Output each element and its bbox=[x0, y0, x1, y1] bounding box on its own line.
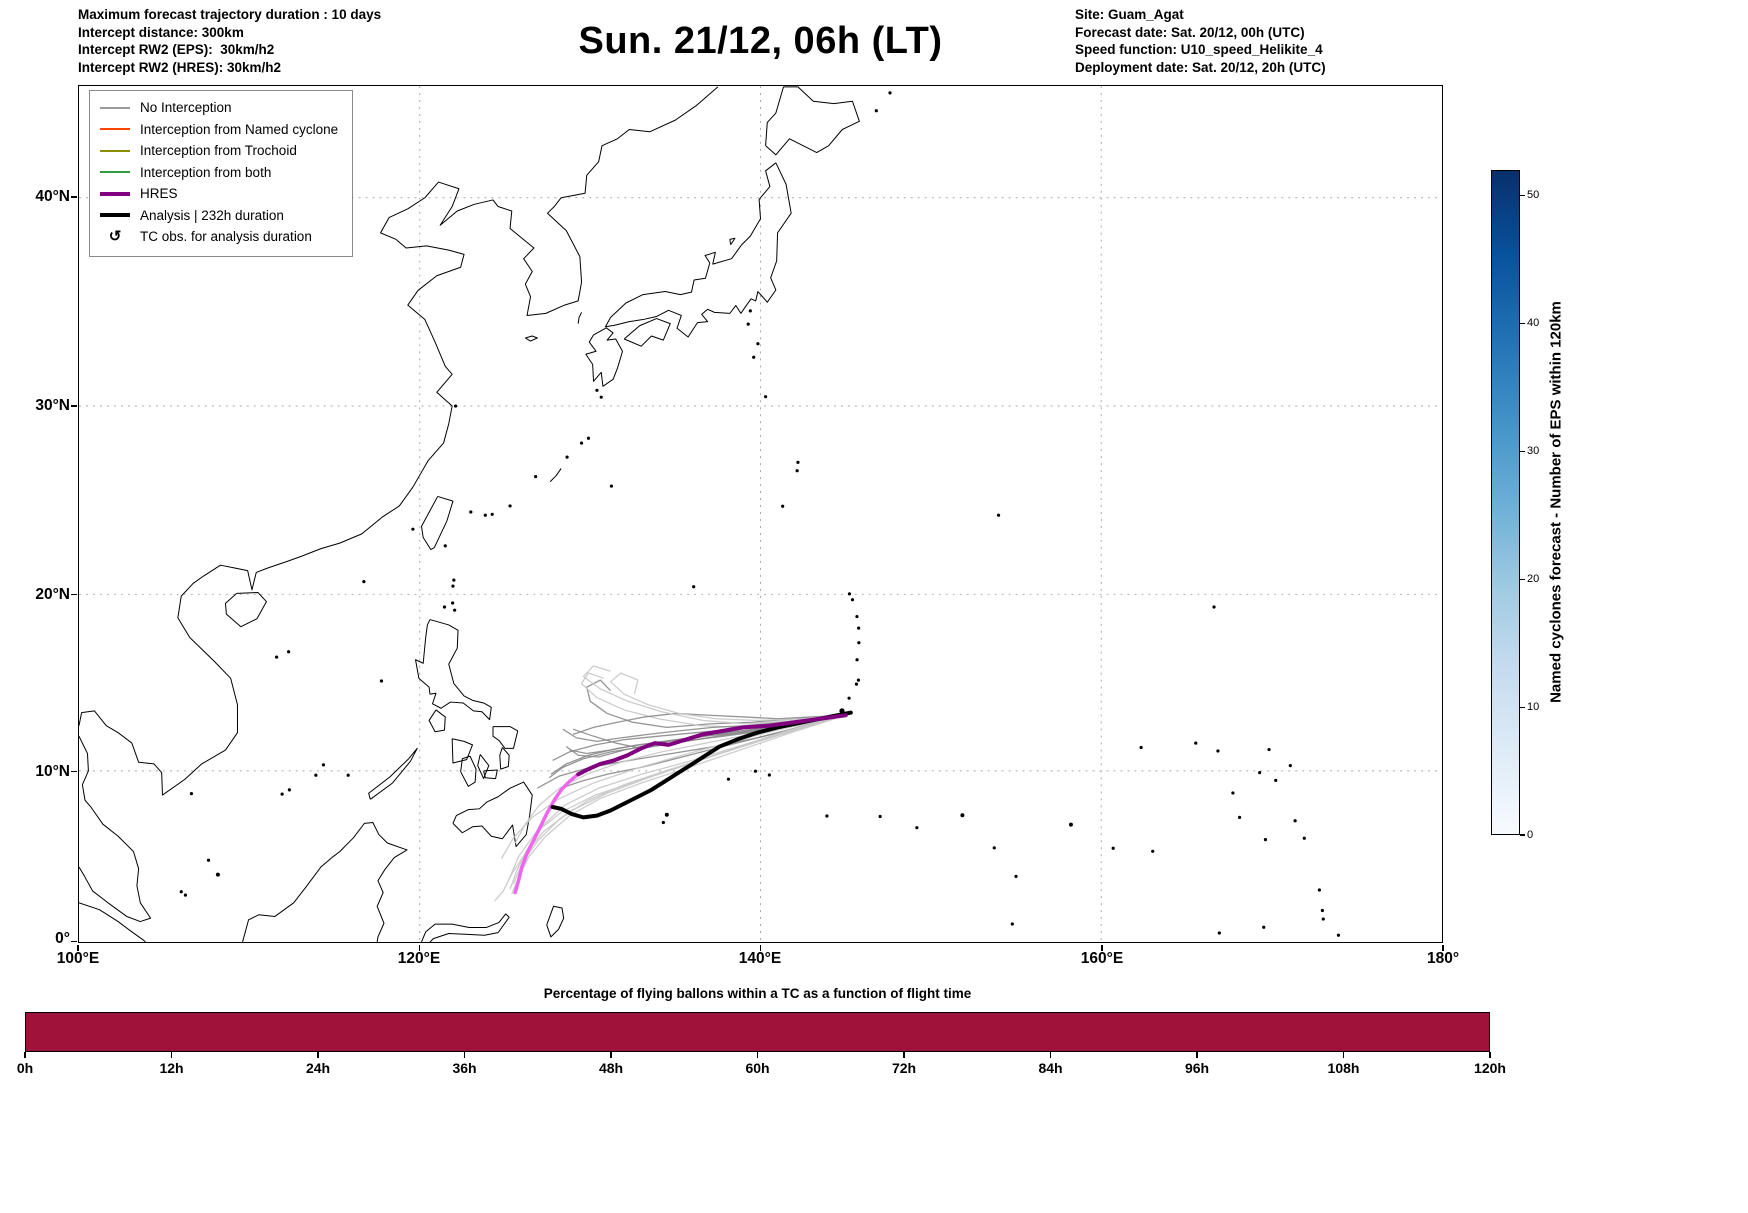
legend-label: Analysis | 232h duration bbox=[140, 207, 284, 223]
legend-label: No Interception bbox=[140, 100, 232, 116]
colorbar-tick bbox=[1520, 194, 1525, 197]
legend-label: Interception from Named cyclone bbox=[140, 121, 339, 137]
colorbar-tick bbox=[1520, 834, 1525, 836]
x-axis-label-160e: 160°E bbox=[1080, 950, 1124, 967]
colorbar-tick bbox=[1520, 322, 1525, 325]
y-axis-tick bbox=[71, 593, 77, 596]
colorbar-tick-label: 40 bbox=[1527, 316, 1540, 329]
colorbar-tick bbox=[1520, 706, 1525, 708]
flight-time-tick bbox=[610, 1052, 612, 1058]
legend-label: TC obs. for analysis duration bbox=[140, 229, 312, 245]
legend-interception-trochoid: Interception from Trochoid bbox=[100, 140, 338, 162]
y-axis-label-20n: 20°N bbox=[35, 586, 70, 603]
colorbar bbox=[1491, 170, 1520, 835]
flight-time-tick bbox=[1049, 1052, 1052, 1058]
y-axis-label-10n: 10°N bbox=[35, 763, 70, 780]
trajectory-map: No Interception Interception from Named … bbox=[78, 85, 1443, 943]
y-axis-tick bbox=[71, 770, 77, 773]
flight-time-tick-label: 108h bbox=[1327, 1060, 1360, 1076]
y-axis-label-40n: 40°N bbox=[35, 188, 70, 205]
legend-no-interception: No Interception bbox=[100, 97, 338, 119]
flight-time-tick-label: 24h bbox=[305, 1060, 331, 1076]
flight-time-tick bbox=[317, 1052, 319, 1058]
trochoid-line-swatch bbox=[100, 149, 130, 152]
flight-time-tick bbox=[170, 1052, 173, 1058]
colorbar-tick-label: 20 bbox=[1527, 572, 1540, 585]
intercept-rw2-hres-text: Intercept RW2 (HRES): 30km/h2 bbox=[78, 59, 282, 75]
y-axis-tick bbox=[71, 405, 77, 407]
named-cyclone-line-swatch bbox=[100, 128, 130, 131]
flight-time-tick bbox=[1489, 1052, 1491, 1058]
flight-time-tick bbox=[24, 1052, 26, 1058]
x-axis-tick bbox=[77, 944, 79, 951]
flight-time-tick bbox=[903, 1052, 905, 1058]
run-config-block: Maximum forecast trajectory duration : 1… bbox=[78, 6, 381, 76]
y-axis-label-0: 0° bbox=[55, 930, 70, 947]
legend-analysis: Analysis | 232h duration bbox=[100, 205, 338, 227]
x-axis-label-100e: 100°E bbox=[56, 950, 100, 967]
page-title: Sun. 21/12, 06h (LT) bbox=[578, 20, 943, 62]
max-duration-text: Maximum forecast trajectory duration : 1… bbox=[78, 7, 382, 22]
colorbar-tick-label: 50 bbox=[1527, 189, 1540, 202]
intercept-distance-text: Intercept distance: 300km bbox=[78, 24, 244, 40]
colorbar-tick-label: 0 bbox=[1527, 828, 1534, 841]
forecast-date-text: Forecast date: Sat. 20/12, 00h (UTC) bbox=[1075, 24, 1305, 40]
flight-time-tick bbox=[756, 1052, 759, 1058]
speed-function-text: Speed function: U10_speed_Helikite_4 bbox=[1075, 42, 1323, 57]
legend-hres: HRES bbox=[100, 183, 338, 205]
tc-obs-icon: ↺ bbox=[108, 227, 122, 245]
both-line-swatch bbox=[100, 171, 130, 174]
map-legend: No Interception Interception from Named … bbox=[89, 90, 354, 257]
flight-time-tick bbox=[1196, 1052, 1198, 1058]
legend-label: Interception from Trochoid bbox=[140, 143, 297, 159]
legend-label: Interception from both bbox=[140, 164, 272, 180]
analysis-line-swatch bbox=[100, 213, 130, 218]
colorbar-gradient bbox=[1492, 171, 1519, 834]
flight-time-tick-label: 96h bbox=[1184, 1060, 1210, 1076]
deployment-date-text: Deployment date: Sat. 20/12, 20h (UTC) bbox=[1075, 59, 1326, 75]
flight-time-strip bbox=[25, 1012, 1490, 1052]
flight-time-tick bbox=[1342, 1052, 1345, 1058]
y-axis-tick bbox=[71, 196, 77, 198]
legend-tc-obs: ↺ TC obs. for analysis duration bbox=[100, 226, 338, 248]
hres-line-swatch bbox=[100, 191, 130, 196]
colorbar-label: Named cyclones forecast - Number of EPS … bbox=[1547, 301, 1565, 703]
flight-time-tick-label: 0h bbox=[16, 1060, 34, 1076]
legend-interception-named-cyclone: Interception from Named cyclone bbox=[100, 119, 338, 141]
x-axis-label-180: 180° bbox=[1426, 950, 1460, 967]
x-axis-tick bbox=[1101, 944, 1103, 951]
flight-time-tick bbox=[463, 1052, 466, 1058]
x-axis-label-120e: 120°E bbox=[397, 950, 441, 967]
y-axis-tick bbox=[71, 940, 77, 943]
colorbar-tick bbox=[1520, 450, 1525, 452]
flight-time-tick-label: 60h bbox=[745, 1060, 770, 1076]
flight-strip-title: Percentage of flying ballons within a TC… bbox=[543, 986, 972, 1001]
x-axis-tick bbox=[418, 944, 420, 951]
no-interception-line-swatch bbox=[100, 106, 130, 109]
legend-label: HRES bbox=[140, 186, 178, 202]
colorbar-tick-label: 30 bbox=[1527, 444, 1540, 457]
site-text: Site: Guam_Agat bbox=[1075, 7, 1184, 22]
x-axis-label-140e: 140°E bbox=[738, 950, 782, 967]
legend-interception-both: Interception from both bbox=[100, 162, 338, 184]
colorbar-tick-label: 10 bbox=[1527, 700, 1540, 713]
x-axis-tick bbox=[759, 944, 762, 951]
site-info-block: Site: Guam_Agat Forecast date: Sat. 20/1… bbox=[1075, 6, 1326, 76]
y-axis-label-30n: 30°N bbox=[35, 397, 70, 414]
map-canvas bbox=[79, 86, 1442, 942]
colorbar-tick bbox=[1520, 578, 1525, 580]
flight-time-tick-label: 120h bbox=[1474, 1060, 1506, 1076]
x-axis-tick bbox=[1442, 944, 1444, 951]
flight-time-tick-label: 72h bbox=[891, 1060, 917, 1076]
intercept-rw2-eps-text: Intercept RW2 (EPS): 30km/h2 bbox=[78, 42, 275, 57]
flight-time-tick-label: 12h bbox=[159, 1060, 184, 1076]
flight-time-tick-label: 36h bbox=[452, 1060, 477, 1076]
flight-time-tick-label: 84h bbox=[1038, 1060, 1063, 1076]
flight-time-tick-label: 48h bbox=[598, 1060, 624, 1076]
